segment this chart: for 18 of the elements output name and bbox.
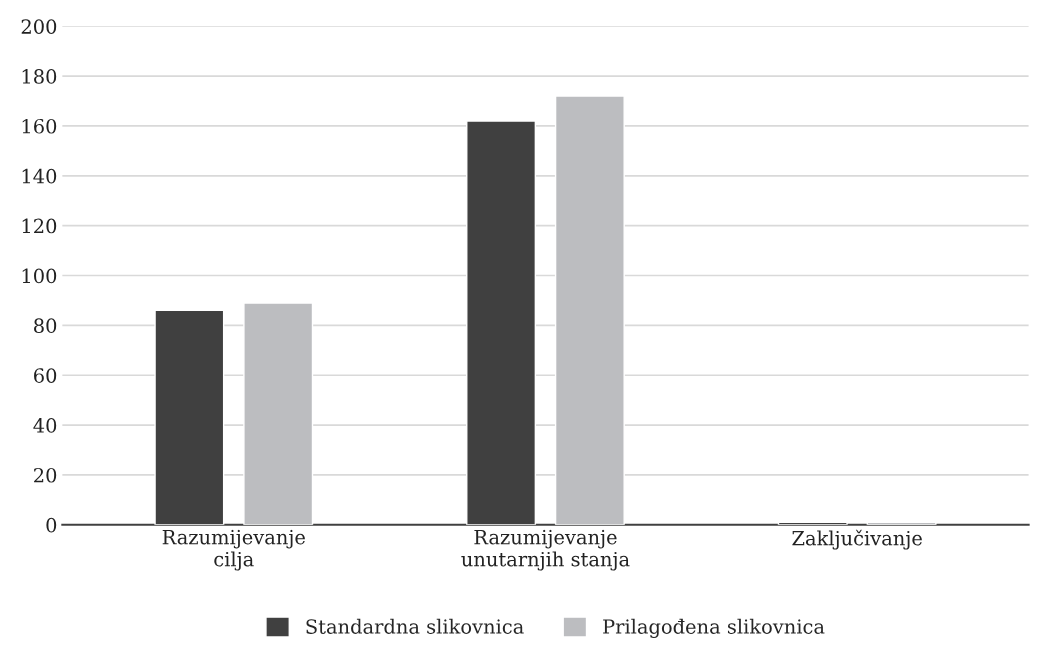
x-tick-label: Zaključivanje [792,529,922,550]
y-tick-label: 0 [46,517,57,533]
bar [243,302,314,525]
y-tick-label: 140 [22,168,57,184]
y-tick-label: 160 [22,118,57,134]
legend-label: Standardna slikovnica [306,618,524,634]
y-tick-label: 80 [34,318,57,334]
y-tick-label: 20 [34,467,57,483]
y-tick-label: 40 [33,418,57,433]
y-tick-label: 180 [22,69,57,84]
y-tick-label: 200 [21,19,57,34]
y-tick-label: 120 [22,218,57,234]
y-tick-label: 100 [22,268,57,284]
y-tick-label: 60 [34,368,57,383]
x-tick-label: Razumijevanje unutarnjih stanja [461,529,630,571]
legend-label: Prilagođena slikovnica [603,618,825,638]
bar [554,95,625,525]
x-tick-label: Razumijevanje cilja [162,529,305,571]
